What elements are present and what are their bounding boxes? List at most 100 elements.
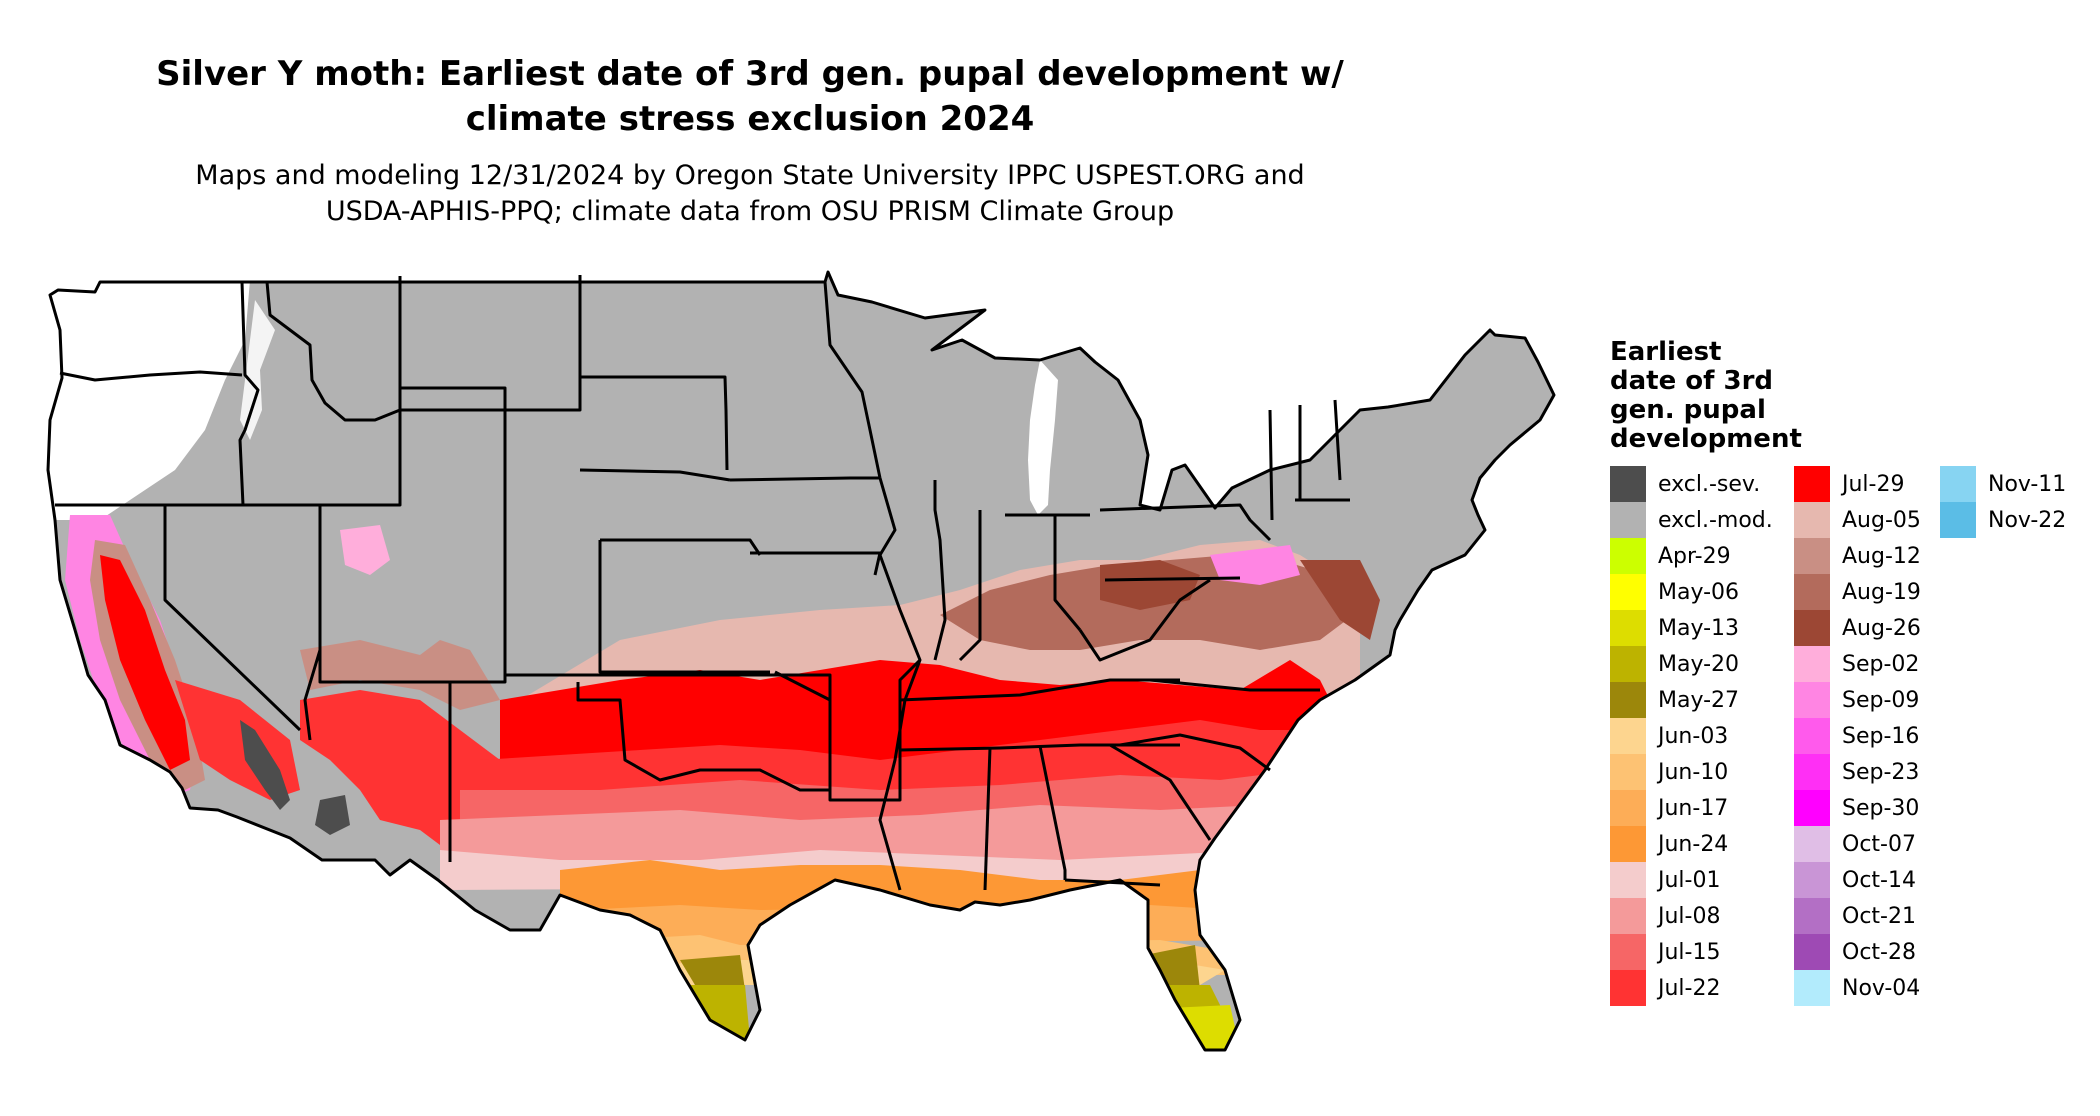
legend-column-2: Jul-29 Aug-05 Aug-12 Aug-19 Aug-26 Sep-02 Sep-…: [1794, 466, 1921, 1006]
border-mo-ar: [774, 658, 922, 802]
legend-item: Nov-04: [1794, 970, 1921, 1006]
legend-label: Aug-26: [1842, 615, 1921, 641]
legend-item: Nov-22: [1940, 502, 2066, 538]
legend-item: Sep-16: [1794, 718, 1921, 754]
legend-item: Jul-29: [1794, 466, 1921, 502]
border-id-mt: [265, 281, 401, 422]
legend-label: Jul-29: [1842, 471, 1905, 497]
legend-title: Earliest date of 3rd gen. pupal developm…: [1610, 338, 1802, 454]
legend-swatch: [1794, 538, 1830, 574]
legend-label: excl.-mod.: [1658, 507, 1773, 533]
legend-swatch: [1940, 466, 1976, 502]
border-ut-co: [318, 386, 507, 684]
legend-label: Nov-11: [1988, 471, 2067, 497]
legend-item: Jul-22: [1610, 970, 1773, 1006]
legend-item: Sep-09: [1794, 682, 1921, 718]
legend-label: Oct-21: [1842, 903, 1916, 929]
legend-title-line: gen. pupal: [1610, 395, 1766, 425]
legend-item: Jul-08: [1610, 898, 1773, 934]
legend-swatch: [1794, 466, 1830, 502]
title-line-1: Silver Y moth: Earliest date of 3rd gen.…: [156, 54, 1344, 94]
border-mn-wi: [823, 281, 882, 479]
lake-michigan: [1028, 360, 1058, 515]
border-ok-tx: [576, 682, 830, 792]
legend-label: Apr-29: [1658, 543, 1731, 569]
legend-swatch: [1794, 862, 1830, 898]
border-nv-ut: [303, 505, 322, 741]
border-pa-ny: [1099, 503, 1272, 542]
border-ky-tn: [899, 678, 1180, 702]
map-subtitle: Maps and modeling 12/31/2024 by Oregon S…: [100, 158, 1400, 230]
legend-label: May-20: [1658, 651, 1740, 677]
subtitle-line-1: Maps and modeling 12/31/2024 by Oregon S…: [195, 160, 1305, 191]
legend-item: Nov-11: [1940, 466, 2066, 502]
legend-swatch: [1794, 826, 1830, 862]
legend-swatch: [1794, 502, 1830, 538]
legend-label: Nov-04: [1842, 975, 1921, 1001]
legend-label: Oct-14: [1842, 867, 1916, 893]
border-pa-md: [1104, 576, 1241, 582]
legend-swatch: [1794, 610, 1830, 646]
border-ny-vt: [1268, 405, 1350, 521]
legend-item: Jun-10: [1610, 754, 1773, 790]
legend-label: May-06: [1658, 579, 1740, 605]
border-co-ks: [598, 540, 770, 674]
legend-item: Aug-19: [1794, 574, 1921, 610]
legend-item: Jun-03: [1610, 718, 1773, 754]
legend-swatch: [1794, 646, 1830, 682]
legend-item: Apr-29: [1610, 538, 1773, 574]
legend-swatch: [1940, 502, 1976, 538]
legend-swatch: [1610, 718, 1646, 754]
legend-swatch: [1794, 898, 1830, 934]
legend-label: Aug-05: [1842, 507, 1921, 533]
legend-swatch: [1794, 934, 1830, 970]
legend-item: Oct-14: [1794, 862, 1921, 898]
border-va-nc: [1149, 678, 1320, 692]
legend-item: Oct-07: [1794, 826, 1921, 862]
zone-texas-may27: [680, 955, 745, 990]
legend-swatch: [1794, 790, 1830, 826]
border-oh-pa: [1053, 515, 1082, 631]
zone-excl-severe-arizona: [315, 795, 350, 835]
legend-title-line: development: [1610, 424, 1802, 454]
legend-item: Aug-05: [1794, 502, 1921, 538]
legend-swatch: [1610, 970, 1646, 1006]
legend-item: Oct-28: [1794, 934, 1921, 970]
zone-florida-may13: [1170, 1005, 1240, 1050]
legend-swatch: [1794, 970, 1830, 1006]
legend-label: May-13: [1658, 615, 1740, 641]
legend-label: Jun-10: [1658, 759, 1729, 785]
border-sd-ne: [579, 468, 731, 482]
legend-title-line: date of 3rd: [1610, 366, 1774, 396]
legend-item: Sep-23: [1794, 754, 1921, 790]
border-ga-sc: [1109, 743, 1212, 841]
border-ga-fl: [1064, 878, 1161, 887]
zone-no-data-idaho: [240, 300, 275, 440]
legend-swatch: [1610, 826, 1646, 862]
zone-utah-pink: [340, 525, 390, 575]
legend-item: Aug-26: [1794, 610, 1921, 646]
legend-item: May-27: [1610, 682, 1773, 718]
border-ks-ok: [505, 673, 832, 700]
legend-swatch: [1610, 502, 1646, 538]
legend-item: May-13: [1610, 610, 1773, 646]
legend-item: Oct-21: [1794, 898, 1921, 934]
legend-swatch: [1794, 574, 1830, 610]
legend-swatch: [1610, 610, 1646, 646]
zone-excl-severe-mojave: [240, 720, 290, 810]
legend-title-line: Earliest: [1610, 337, 1722, 367]
legend-swatch: [1610, 790, 1646, 826]
border-il-in: [933, 480, 947, 661]
legend-label: Aug-12: [1842, 543, 1921, 569]
zone-aug26-band: [1100, 560, 1200, 610]
legend-label: Sep-23: [1842, 759, 1920, 785]
legend-swatch: [1610, 898, 1646, 934]
map-title: Silver Y moth: Earliest date of 3rd gen.…: [100, 52, 1400, 142]
legend-swatch: [1794, 754, 1830, 790]
title-line-2: climate stress exclusion 2024: [465, 99, 1035, 139]
legend-item: excl.-sev.: [1610, 466, 1773, 502]
border-al-ga: [1038, 745, 1067, 880]
legend-item: Jun-17: [1610, 790, 1773, 826]
legend-label: Nov-22: [1988, 507, 2067, 533]
border-wa-or: [59, 370, 243, 382]
